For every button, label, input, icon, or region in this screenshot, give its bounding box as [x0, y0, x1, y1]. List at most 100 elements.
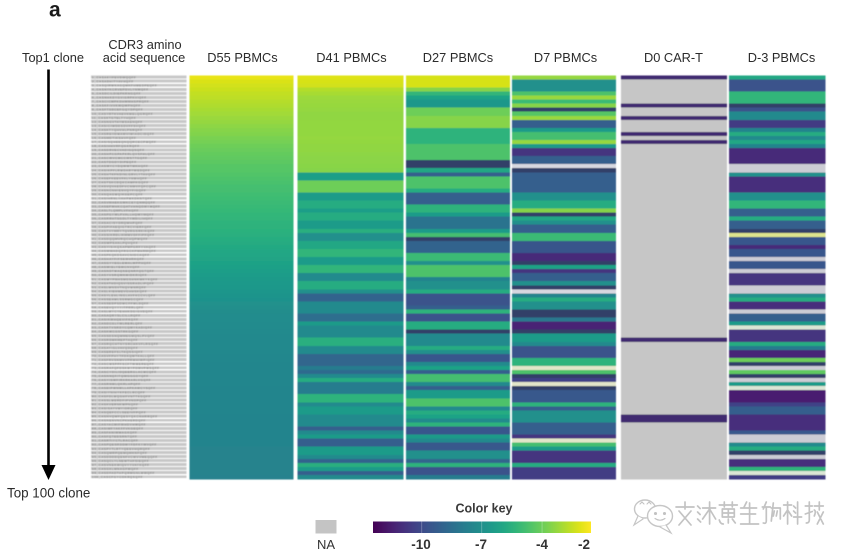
svg-text:93_CASPYTLRTYQEEVHQRQFF: 93_CASPYTLRTYQEEVHQRQFF: [92, 447, 150, 451]
svg-text:59_CASLWYCYEHHKDGIGVDQFF: 59_CASLWYCYEHHKDGIGVDQFF: [92, 310, 153, 314]
svg-text:14_CASKTYQHVHLPNRQFF: 14_CASKTYQHVHLPNRQFF: [92, 128, 143, 132]
svg-text:77_CASRNWLQKRLHPQFF: 77_CASRNWLQKRLHPQFF: [92, 382, 141, 386]
svg-text:98_CASGKLMNAGFWQFF: 98_CASGKLMNAGFWQFF: [92, 467, 139, 471]
svg-text:CDR3 amino: CDR3 amino: [108, 37, 181, 52]
svg-text:61_CASIKWHQEVIFKQFF: 61_CASIKWHQEVIFKQFF: [92, 318, 138, 322]
svg-text:15_CASREIIDMAWVIWIADCIDQFF: 15_CASREIIDMAWVIWIADCIDQFF: [92, 132, 155, 136]
svg-text:D41 PBMCs: D41 PBMCs: [316, 50, 386, 65]
svg-text:12_CASNGVTAYMSAENQFF: 12_CASNGVTAYMSAENQFF: [92, 120, 143, 124]
svg-text:17_CASISQHEEQNQQRCECPMQFF: 17_CASISQHEEQNQQRCECPMQFF: [92, 140, 156, 144]
svg-text:63_CASKTVSRDYCQMYKADIQFF: 63_CASKTVSRDYCQMYKADIQFF: [92, 326, 153, 330]
svg-text:27_CASTSKCDQKCAMFKGQFF: 27_CASTSKCDQKCAMFKGQFF: [92, 180, 149, 184]
svg-text:45_CASPKQKDSAVCNIDCAQFF: 45_CASPKQKDSAVCNIDCAQFF: [92, 253, 150, 257]
svg-text:91_CASRTIYCTLRACQFF: 91_CASRTIYCTLRACQFF: [92, 439, 138, 443]
svg-text:88_CASIMFYAKFFVKGEQFF: 88_CASIMFYAKFFVKGEQFF: [92, 427, 144, 431]
svg-text:D7 PBMCs: D7 PBMCs: [534, 50, 597, 65]
svg-text:26_CASEFKEEVFKLYHMHQFF: 26_CASEFKEEVFKLYHMHQFF: [92, 176, 147, 180]
svg-text:31_CASIHRNLIIAHPMKDKNTQFF: 31_CASIHRNLIIAHPMKDKNTQFF: [92, 197, 152, 201]
svg-text:50_CASYVSRQWKMIDKRIQFF: 50_CASYVSRQWKMIDKRIQFF: [92, 273, 147, 277]
svg-text:3_CASQIRWKAGQMKFHMEDPEQFF: 3_CASQIRWKAGQMKFHMEDPEQFF: [92, 84, 157, 88]
svg-text:Color key: Color key: [456, 502, 513, 516]
svg-text:24_CASIKPFLRMDARYWEDQFF: 24_CASIKPFLRMDARYWEDQFF: [92, 168, 150, 172]
svg-text:16_CASMDTIKSHVFQFF: 16_CASMDTIKSHVFQFF: [92, 136, 136, 140]
svg-text:D0 CAR-T: D0 CAR-T: [644, 50, 703, 65]
svg-text:30_CASQAGMQIKGEPCQFF: 30_CASQAGMQIKGEPCQFF: [92, 192, 143, 196]
svg-text:97_CASVNEKWIQVYYVAYKQFF: 97_CASVNEKWIQVYYVAYKQFF: [92, 463, 150, 467]
svg-text:a: a: [49, 0, 61, 22]
svg-text:80_CASFDLMQGHFVNTTKGQFF: 80_CASFDLMQGHFVNTTKGQFF: [92, 394, 151, 398]
svg-text:9_CASFTSDCEFGQYDPQFF: 9_CASFTSDCEFGQYDPQFF: [92, 108, 143, 112]
svg-text:36_CASRRHTSGDLTYMDILIHQFF: 36_CASRRHTSGDLTYMDILIHQFF: [92, 217, 153, 221]
svg-text:78_CASEIPWNWLLAPKAWCYSQFF: 78_CASEIPWNWLLAPKAWCYSQFF: [92, 386, 156, 390]
svg-text:29_CASNCNHIENVQYFIGQFF: 29_CASNCNHIENVQYFIGQFF: [92, 188, 146, 192]
svg-text:-7: -7: [475, 537, 487, 552]
svg-text:86_CASNENVNCPKHERDQFF: 86_CASNENVNCPKHERDQFF: [92, 419, 146, 423]
svg-text:52_CASATHDIQSVISSRADLIPQFF: 52_CASATHDIQSVISSRADLIPQFF: [92, 281, 154, 285]
svg-text:96_CASQCLYLNEWTHFSIEQFF: 96_CASQCLYLNEWTHFSIEQFF: [92, 459, 149, 463]
svg-text:73_CASRAFQFDSKMYPDMVPMSQFF: 73_CASRAFQFDSKMYPDMVPMSQFF: [92, 366, 159, 370]
svg-text:64_CASKWCGSTRKGQFF: 64_CASKWCGSTRKGQFF: [92, 330, 139, 334]
svg-text:99_CASDFADTHPQRMGNLMWQFF: 99_CASDFADTHPQRMGNLMWQFF: [92, 471, 155, 475]
svg-text:94_CASQMRPQEMQMKNFQFF: 94_CASQMRPQEMQMKNFQFF: [92, 451, 147, 455]
svg-text:68_CASAYIGLVAVQDQFF: 68_CASAYIGLVAVQDQFF: [92, 346, 138, 350]
svg-text:23_CASWYCYDQWWTMKHQFF: 23_CASWYCYDQWWTMKHQFF: [92, 164, 148, 168]
svg-text:92_CASPQESRDDMYFDFKYWVQFF: 92_CASPQESRDDMYFDFKYWVQFF: [92, 443, 157, 447]
svg-text:35_CASPGYWLPVALLHQWYMQFF: 35_CASPGYWLPVALLHQWYMQFF: [92, 213, 154, 217]
svg-text:13_CASICIWDDSDVFFSVQFF: 13_CASICIWDDSDVFFSVQFF: [92, 124, 146, 128]
svg-text:19_CASDRVECVADIGQSQFF: 19_CASDRVECVADIGQSQFF: [92, 148, 145, 152]
svg-text:-10: -10: [411, 537, 431, 552]
svg-text:58_CASEVQYYYITPRRLQFF: 58_CASEVQYYYITPRRLQFF: [92, 306, 144, 310]
svg-text:76_CASYISWFIRKRKARLVGQFF: 76_CASYISWFIRKRKARLVGQFF: [92, 378, 151, 382]
svg-text:100_CASCFGYCDKRQSQFF: 100_CASCFGYCDKRQSQFF: [92, 475, 143, 479]
svg-text:2_CASADHITYAVHQFF: 2_CASADHITYAVHQFF: [92, 79, 134, 83]
svg-text:60_CASAQRYSLCILLRQFF: 60_CASAQRYSLCILLRQFF: [92, 314, 141, 318]
svg-text:84_CASQEFCCLSEEIVFPQFF: 84_CASQEFCCLSEEIVFPQFF: [92, 410, 146, 414]
svg-text:65_CASSDSNQMMEGMQSLPVQFF: 65_CASSDSNQMMEGMQSLPVQFF: [92, 334, 155, 338]
svg-text:5_CASDCILDIEPKRNGQFF: 5_CASDCILDIEPKRNGQFF: [92, 92, 141, 96]
svg-text:56_CASSEAWLSSRMGCQFF: 56_CASSEAWLSSRMGCQFF: [92, 297, 144, 301]
svg-text:Top 100 clone: Top 100 clone: [7, 486, 90, 501]
svg-text:87_CASYACMIFWHDVHWQFF: 87_CASYACMIFWHDVHWQFF: [92, 423, 146, 427]
svg-text:75_CASNNQFITQWGGGDYQFF: 75_CASNNQFITQWGGGDYQFF: [92, 374, 149, 378]
svg-text:53_CASLWNSVTNQVMNRQFF: 53_CASLWNSVTNQVMNRQFF: [92, 285, 146, 289]
svg-text:4_CASNYKCRVEPDVLYNWQFF: 4_CASNYKCRVEPDVLYNWQFF: [92, 88, 149, 92]
svg-text:41_CASDQQMVRQCHQPWQFF: 41_CASDQQMVRQCHQPWQFF: [92, 237, 148, 241]
svg-text:34_CASLTLQMPLVFHQFF: 34_CASLTLQMPLVFHQFF: [92, 209, 139, 213]
svg-text:55_CASYLEHLINGLAVFKCCVLQFF: 55_CASYLEHLINGLAVFKCCVLQFF: [92, 293, 156, 297]
svg-text:-4: -4: [536, 537, 548, 552]
svg-text:48_CASWIELYEWCNVQFF: 48_CASWIELYEWCNVQFF: [92, 265, 140, 269]
svg-text:11_CASKTGTELTYHQFF: 11_CASKTGTELTYHQFF: [92, 116, 136, 120]
svg-text:-2: -2: [578, 537, 590, 552]
svg-text:74_CASCYDILIDQEERGLACMCQFF: 74_CASCYDILIDQEERGLACMCQFF: [92, 370, 157, 374]
svg-text:D55 PBMCs: D55 PBMCs: [207, 50, 277, 65]
svg-text:83_CASISAYVMYIDRQFF: 83_CASISAYVMYIDRQFF: [92, 406, 138, 410]
svg-text:18_CASIHHVRFQGKRQFF: 18_CASIHHVRFQGKRQFF: [92, 144, 140, 148]
svg-text:42_CASWPSANLPQVQFF: 42_CASWPSANLPQVQFF: [92, 241, 138, 245]
svg-text:21_CASCWVCMCCWSTTGQFF: 21_CASCWVCMCCWSTTGQFF: [92, 156, 148, 160]
svg-text:62_CASDCGLYWLRERLQFF: 62_CASDCGLYWLRERLQFF: [92, 322, 143, 326]
svg-text:39_CASTVYMRYTQVRGSRKIKQFF: 39_CASTVYMRYTQVRGSRKIKQFF: [92, 229, 155, 233]
svg-text:37_CASACISYDRQWHPQFF: 37_CASACISYDRQWHPQFF: [92, 221, 143, 225]
svg-text:6_CASNHKDYGVIGRPKVIQFF: 6_CASNHKDYGVIGRPKVIQFF: [92, 96, 147, 100]
svg-text:54_CASLKIEHMEVGHHSKQFF: 54_CASLKIEHMEVGHHSKQFF: [92, 289, 147, 293]
svg-text:44_CASWWADQFRGCKPMHRMQFF: 44_CASWWADQFRGCKPMHRMQFF: [92, 249, 156, 253]
svg-text:49_CASNDTMAQSEQNRFQGTQFF: 49_CASNDTMAQSEQNRFQGTQFF: [92, 269, 154, 273]
svg-text:40_CASSIKRDLIKMMVDFFIPFQFF: 40_CASSIKRDLIKMMVDFFIPFQFF: [92, 233, 155, 237]
svg-text:10_CASYRTKVAEVKMELQGRQFF: 10_CASYRTKVAEVKMELQGRQFF: [92, 112, 153, 116]
svg-text:1_CASAKIIFEVDWQQFF: 1_CASAKIIFEVDWQQFF: [92, 75, 136, 79]
svg-text:67_CASRQCHTNYSRCHKVFLRSQFF: 67_CASRQCHTNYSRCHKVFLRSQFF: [92, 342, 158, 346]
svg-text:72_CASCMSPPFSCFTWMEREQFF: 72_CASCMSPPFSCFTWMEREQFF: [92, 362, 154, 366]
svg-text:51_CASWYPMASMGSHNKMKYKQFF: 51_CASWYPMASMGSHNKMKYKQFF: [92, 277, 158, 281]
svg-text:85_CASNVQWFQESYQKCNHRRQFF: 85_CASNVQWFQESYQKCNHRRQFF: [92, 414, 158, 418]
svg-text:38_CASPIFAEQIGTRCVIERFQFF: 38_CASPIFAEQIGTRCVIERFQFF: [92, 225, 152, 229]
svg-text:D-3 PBMCs: D-3 PBMCs: [748, 50, 816, 65]
svg-text:95_CASDDDDQENFVCWVVMEQQFF: 95_CASDDDDQENFVCWVVMEQQFF: [92, 455, 158, 459]
svg-text:81_CASSLMERDFIPVNDPQFF: 81_CASSLMERDFIPVNDPQFF: [92, 398, 147, 402]
svg-text:22_CASTDGDYDIPEQFF: 22_CASTDGDYDIPEQFF: [92, 160, 137, 164]
svg-text:71_CASFRVSNMVVPRMHIWPIQFF: 71_CASFRVSNMVVPRMHIWPIQFF: [92, 358, 155, 362]
svg-text:25_CASHTKFNDINLGRVLYTAVQFF: 25_CASHTKFNDINLGRVLYTAVQFF: [92, 172, 156, 176]
svg-text:66_CASRDMKMEPTAQFF: 66_CASRDMKMEPTAQFF: [92, 338, 138, 342]
svg-text:43_CASYISIKQSAPMPGRFYVAQFF: 43_CASYISIKQSAPMPGRFYVAQFF: [92, 245, 156, 249]
svg-text:20_CASHPCGPAPKRLQVSFHLQFF: 20_CASHPCGPAPKRLQVSFHLQFF: [92, 152, 155, 156]
svg-text:89_CASFANIWMAGKQFF: 89_CASFANIWMAGKQFF: [92, 431, 137, 435]
